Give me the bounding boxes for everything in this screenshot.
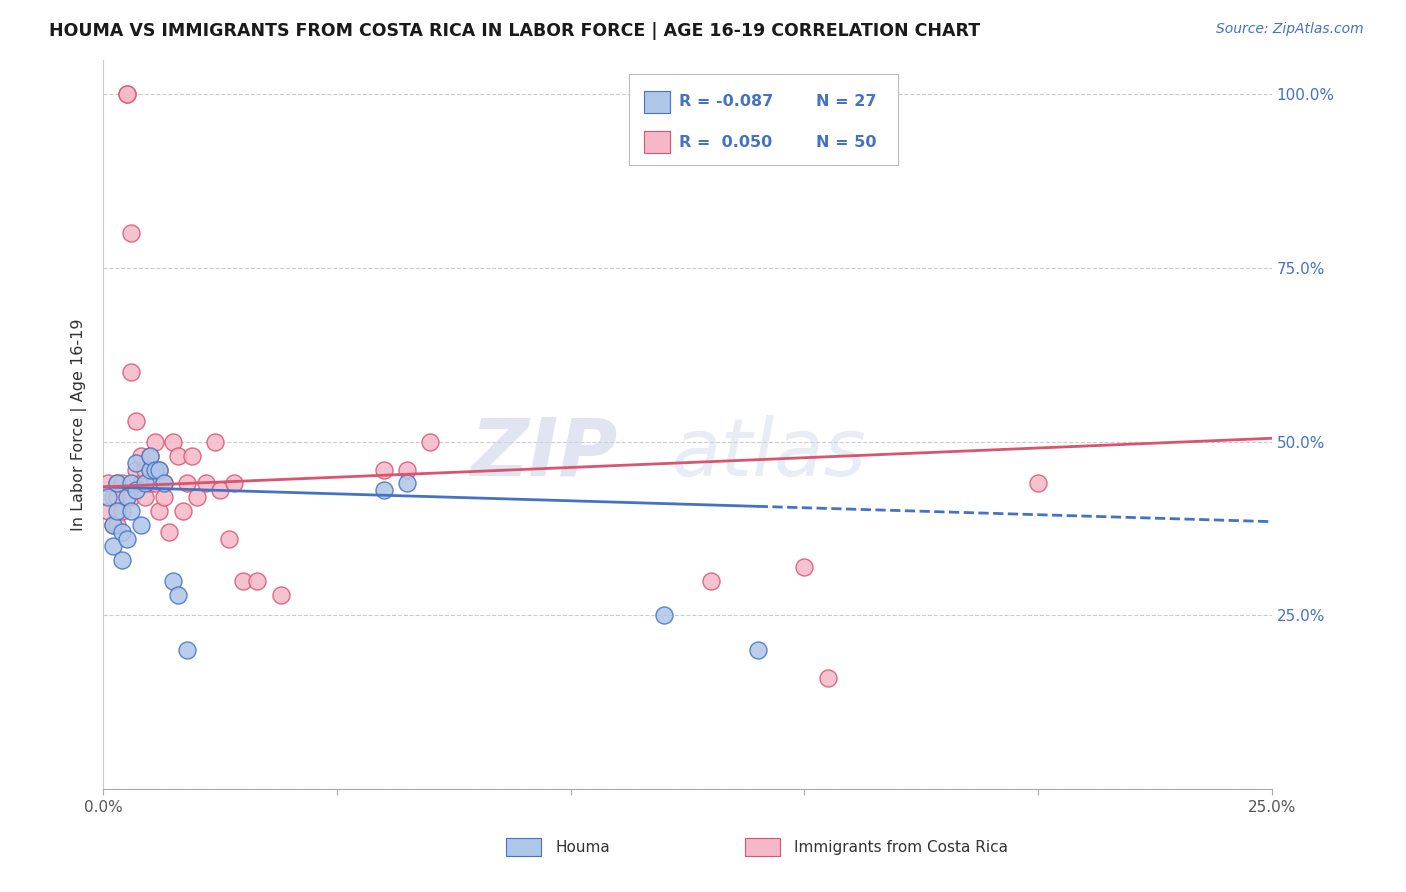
Point	[700, 574, 723, 588]
Point	[129, 518, 152, 533]
Point	[419, 434, 441, 449]
Point	[139, 449, 162, 463]
Point	[195, 476, 218, 491]
Point	[176, 476, 198, 491]
Point	[153, 476, 176, 491]
Point	[125, 462, 148, 476]
Point	[139, 449, 162, 463]
Point	[148, 504, 170, 518]
Point	[120, 504, 142, 518]
Point	[97, 491, 120, 505]
Point	[270, 588, 292, 602]
Point	[153, 491, 176, 505]
Point	[172, 504, 194, 518]
Point	[793, 559, 815, 574]
Point	[162, 574, 184, 588]
Point	[143, 476, 166, 491]
Point	[139, 476, 162, 491]
Point	[101, 518, 124, 533]
Point	[232, 574, 254, 588]
Point	[148, 462, 170, 476]
Point	[105, 504, 128, 518]
Point	[120, 227, 142, 241]
Point	[167, 588, 190, 602]
Point	[246, 574, 269, 588]
Point	[373, 483, 395, 498]
Point	[157, 524, 180, 539]
Point	[153, 476, 176, 491]
Y-axis label: In Labor Force | Age 16-19: In Labor Force | Age 16-19	[72, 318, 87, 531]
Point	[101, 491, 124, 505]
Point	[111, 504, 134, 518]
Point	[204, 434, 226, 449]
Point	[101, 518, 124, 533]
Point	[134, 476, 156, 491]
Text: Houma: Houma	[555, 840, 610, 855]
Text: Source: ZipAtlas.com: Source: ZipAtlas.com	[1216, 22, 1364, 37]
Point	[97, 504, 120, 518]
Point	[125, 414, 148, 428]
FancyBboxPatch shape	[644, 91, 671, 113]
Point	[181, 449, 204, 463]
Point	[817, 671, 839, 685]
Point	[105, 491, 128, 505]
FancyBboxPatch shape	[628, 74, 898, 165]
Point	[747, 643, 769, 657]
Point	[115, 532, 138, 546]
Point	[105, 518, 128, 533]
Point	[167, 449, 190, 463]
Point	[111, 524, 134, 539]
Point	[115, 87, 138, 102]
Text: Immigrants from Costa Rica: Immigrants from Costa Rica	[794, 840, 1008, 855]
Point	[97, 476, 120, 491]
Text: ZIP: ZIP	[470, 415, 617, 492]
Text: N = 50: N = 50	[815, 135, 876, 150]
Point	[101, 539, 124, 553]
Text: R =  0.050: R = 0.050	[679, 135, 773, 150]
Text: N = 27: N = 27	[815, 95, 876, 110]
Point	[111, 476, 134, 491]
Point	[120, 491, 142, 505]
Point	[373, 462, 395, 476]
Point	[115, 491, 138, 505]
Point	[134, 491, 156, 505]
Point	[396, 476, 419, 491]
Point	[162, 434, 184, 449]
Point	[129, 476, 152, 491]
Point	[396, 462, 419, 476]
Point	[125, 483, 148, 498]
FancyBboxPatch shape	[644, 131, 671, 153]
Point	[148, 462, 170, 476]
Text: atlas: atlas	[672, 415, 866, 492]
Point	[115, 87, 138, 102]
Point	[134, 462, 156, 476]
Point	[139, 462, 162, 476]
Point	[652, 608, 675, 623]
Text: R = -0.087: R = -0.087	[679, 95, 773, 110]
Point	[111, 553, 134, 567]
Point	[224, 476, 246, 491]
Point	[125, 456, 148, 470]
Point	[176, 643, 198, 657]
Point	[143, 462, 166, 476]
Point	[143, 434, 166, 449]
Text: HOUMA VS IMMIGRANTS FROM COSTA RICA IN LABOR FORCE | AGE 16-19 CORRELATION CHART: HOUMA VS IMMIGRANTS FROM COSTA RICA IN L…	[49, 22, 980, 40]
Point	[186, 491, 208, 505]
Point	[105, 476, 128, 491]
Point	[129, 449, 152, 463]
Point	[218, 532, 240, 546]
Point	[105, 476, 128, 491]
Point	[120, 476, 142, 491]
Point	[209, 483, 232, 498]
Point	[1026, 476, 1049, 491]
Point	[120, 365, 142, 379]
